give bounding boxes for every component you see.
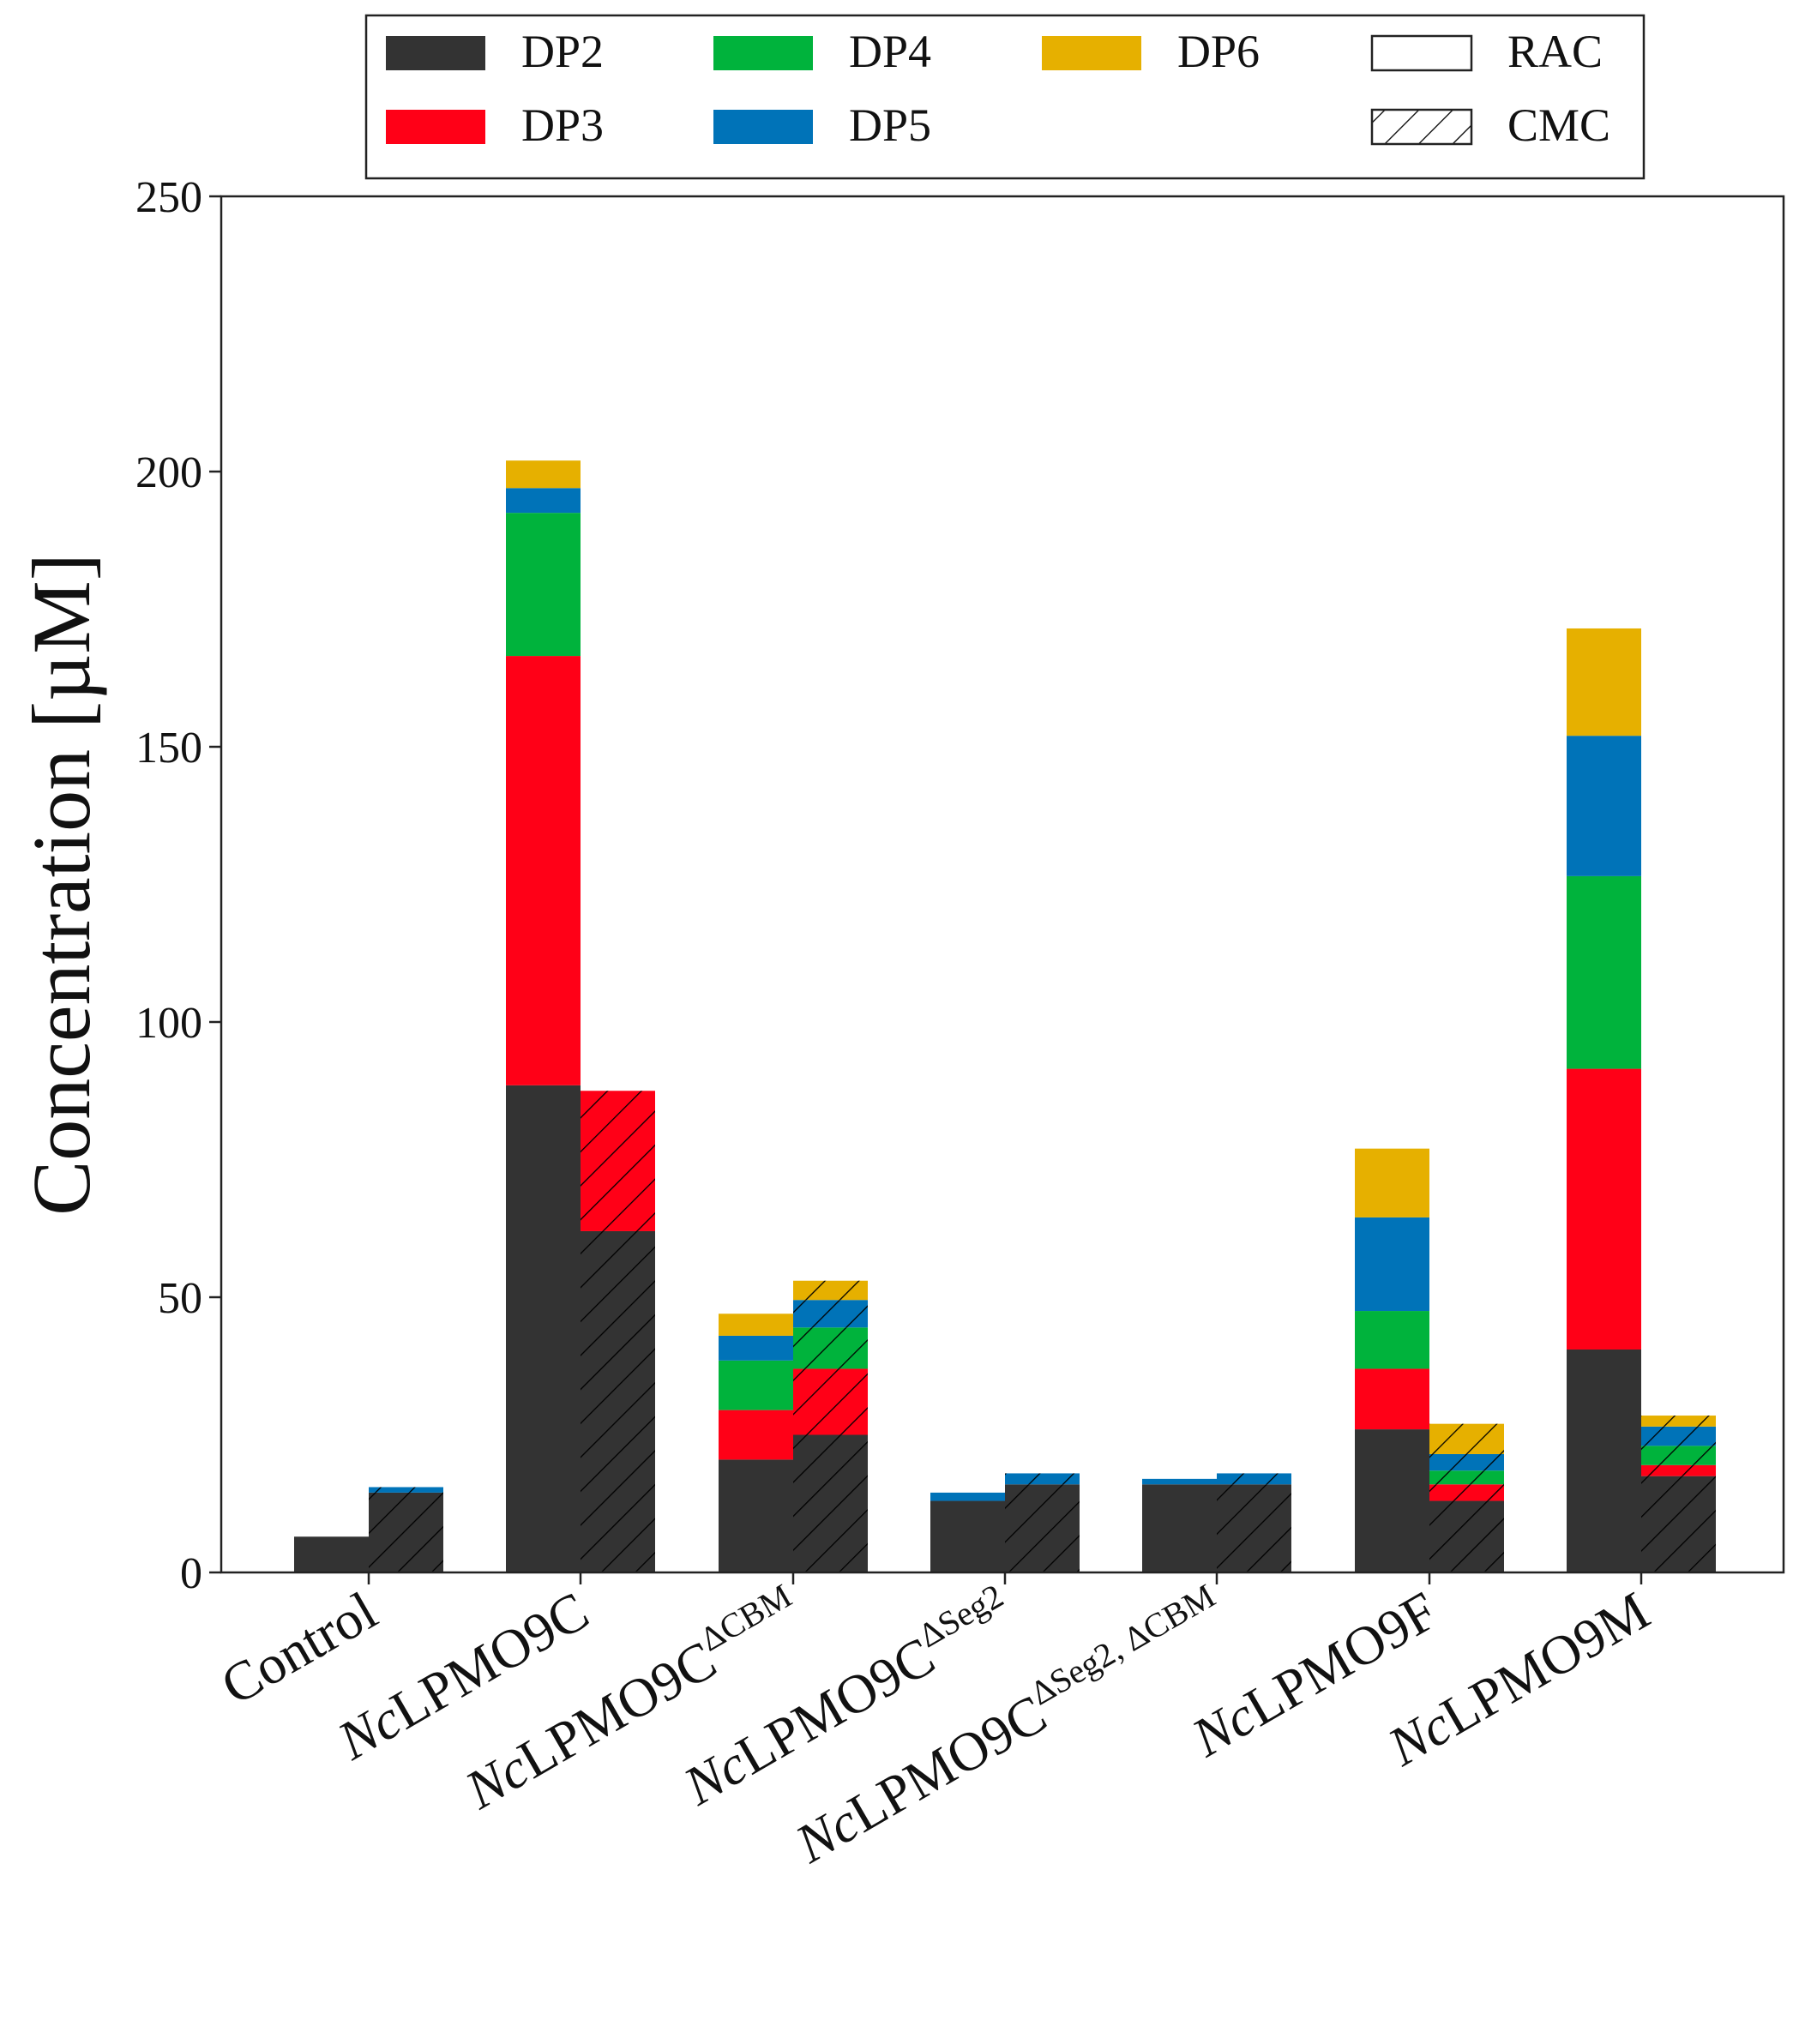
x-category-label: Control xyxy=(211,1580,387,1716)
bar-dp4-rac-1 xyxy=(506,513,581,657)
bar-hatch-dp6-5 xyxy=(1429,1423,1504,1454)
legend-label-rac: RAC xyxy=(1507,26,1603,77)
bar-dp5-rac-4 xyxy=(1142,1478,1217,1485)
bar-hatch-dp2-5 xyxy=(1429,1500,1504,1572)
legend-swatch-dp2 xyxy=(386,36,485,70)
bar-dp2-rac-0 xyxy=(294,1536,369,1572)
bar-dp3-rac-1 xyxy=(506,656,581,1085)
bar-hatch-dp6-6 xyxy=(1641,1416,1716,1427)
y-tick-label: 200 xyxy=(135,448,202,497)
bar-dp4-rac-6 xyxy=(1567,875,1641,1069)
bar-hatch-dp3-2 xyxy=(793,1368,868,1435)
bar-dp2-rac-5 xyxy=(1355,1429,1429,1572)
bar-hatch-dp6-2 xyxy=(793,1280,868,1301)
bar-hatch-dp2-0 xyxy=(369,1492,443,1572)
bar-dp4-rac-5 xyxy=(1355,1311,1429,1369)
bar-dp5-rac-1 xyxy=(506,488,581,514)
bar-dp4-rac-2 xyxy=(719,1360,793,1410)
legend: DP2 DP3 DP4 DP5 DP6 RAC CMC xyxy=(364,14,1646,180)
bar-hatch-dp2-3 xyxy=(1005,1484,1080,1572)
bar-dp6-rac-5 xyxy=(1355,1148,1429,1217)
y-axis-label: Concentration [µM] xyxy=(15,553,107,1215)
bar-hatch-dp5-4 xyxy=(1217,1473,1291,1485)
bar-hatch-dp5-6 xyxy=(1641,1426,1716,1446)
bar-dp2-rac-6 xyxy=(1567,1349,1641,1572)
y-tick-label: 150 xyxy=(135,724,202,773)
bar-hatch-dp5-3 xyxy=(1005,1473,1080,1485)
bar-dp5-rac-6 xyxy=(1567,736,1641,876)
legend-label-dp4: DP4 xyxy=(849,26,931,77)
bar-hatch-dp5-0 xyxy=(369,1487,443,1493)
legend-swatch-cmc xyxy=(1370,108,1473,146)
bar-hatch-dp2-6 xyxy=(1641,1476,1716,1572)
bar-dp2-rac-1 xyxy=(506,1085,581,1572)
bars-layer xyxy=(294,460,1716,1572)
bar-dp6-rac-1 xyxy=(506,460,581,489)
bar-hatch-dp2-2 xyxy=(793,1434,868,1572)
plot-frame xyxy=(220,195,1785,1574)
bar-dp6-rac-2 xyxy=(719,1314,793,1336)
bar-hatch-dp4-2 xyxy=(793,1327,868,1369)
y-tick-label: 50 xyxy=(158,1274,202,1323)
legend-label-cmc: CMC xyxy=(1507,99,1610,151)
bar-hatch-dp5-2 xyxy=(793,1300,868,1328)
bar-dp5-rac-2 xyxy=(719,1335,793,1361)
legend-label-dp2: DP2 xyxy=(521,26,604,77)
legend-label-dp5: DP5 xyxy=(849,99,931,151)
legend-swatch-rac xyxy=(1370,34,1473,72)
y-tick-label: 250 xyxy=(135,173,202,222)
bar-hatch-dp4-6 xyxy=(1641,1446,1716,1465)
axes-layer: 0 50 100 150 200 250 Concentration [µM] Control… xyxy=(15,173,1785,1875)
bar-dp3-rac-2 xyxy=(719,1410,793,1460)
y-tick-label: 100 xyxy=(135,999,202,1048)
bar-hatch-dp4-5 xyxy=(1429,1470,1504,1485)
bar-hatch-dp3-1 xyxy=(581,1091,655,1231)
bar-dp5-rac-3 xyxy=(930,1492,1005,1501)
bar-dp3-rac-5 xyxy=(1355,1368,1429,1430)
bar-dp2-rac-2 xyxy=(719,1459,793,1572)
legend-swatch-dp3 xyxy=(386,110,485,144)
bar-dp5-rac-5 xyxy=(1355,1217,1429,1312)
bar-hatch-dp3-6 xyxy=(1641,1464,1716,1476)
bar-hatch-dp5-5 xyxy=(1429,1453,1504,1471)
bar-dp6-rac-6 xyxy=(1567,628,1641,736)
y-tick-label: 0 xyxy=(180,1549,202,1598)
legend-swatch-dp5 xyxy=(713,110,813,144)
bar-dp2-rac-4 xyxy=(1142,1484,1217,1572)
bar-hatch-dp2-1 xyxy=(581,1230,655,1572)
bar-hatch-dp3-5 xyxy=(1429,1484,1504,1501)
bar-dp2-rac-3 xyxy=(930,1500,1005,1572)
bar-dp3-rac-6 xyxy=(1567,1068,1641,1350)
legend-swatch-dp6 xyxy=(1042,36,1141,70)
bar-hatch-dp2-4 xyxy=(1217,1484,1291,1572)
legend-swatch-dp4 xyxy=(713,36,813,70)
legend-label-dp6: DP6 xyxy=(1177,26,1260,77)
legend-label-dp3: DP3 xyxy=(521,99,604,151)
